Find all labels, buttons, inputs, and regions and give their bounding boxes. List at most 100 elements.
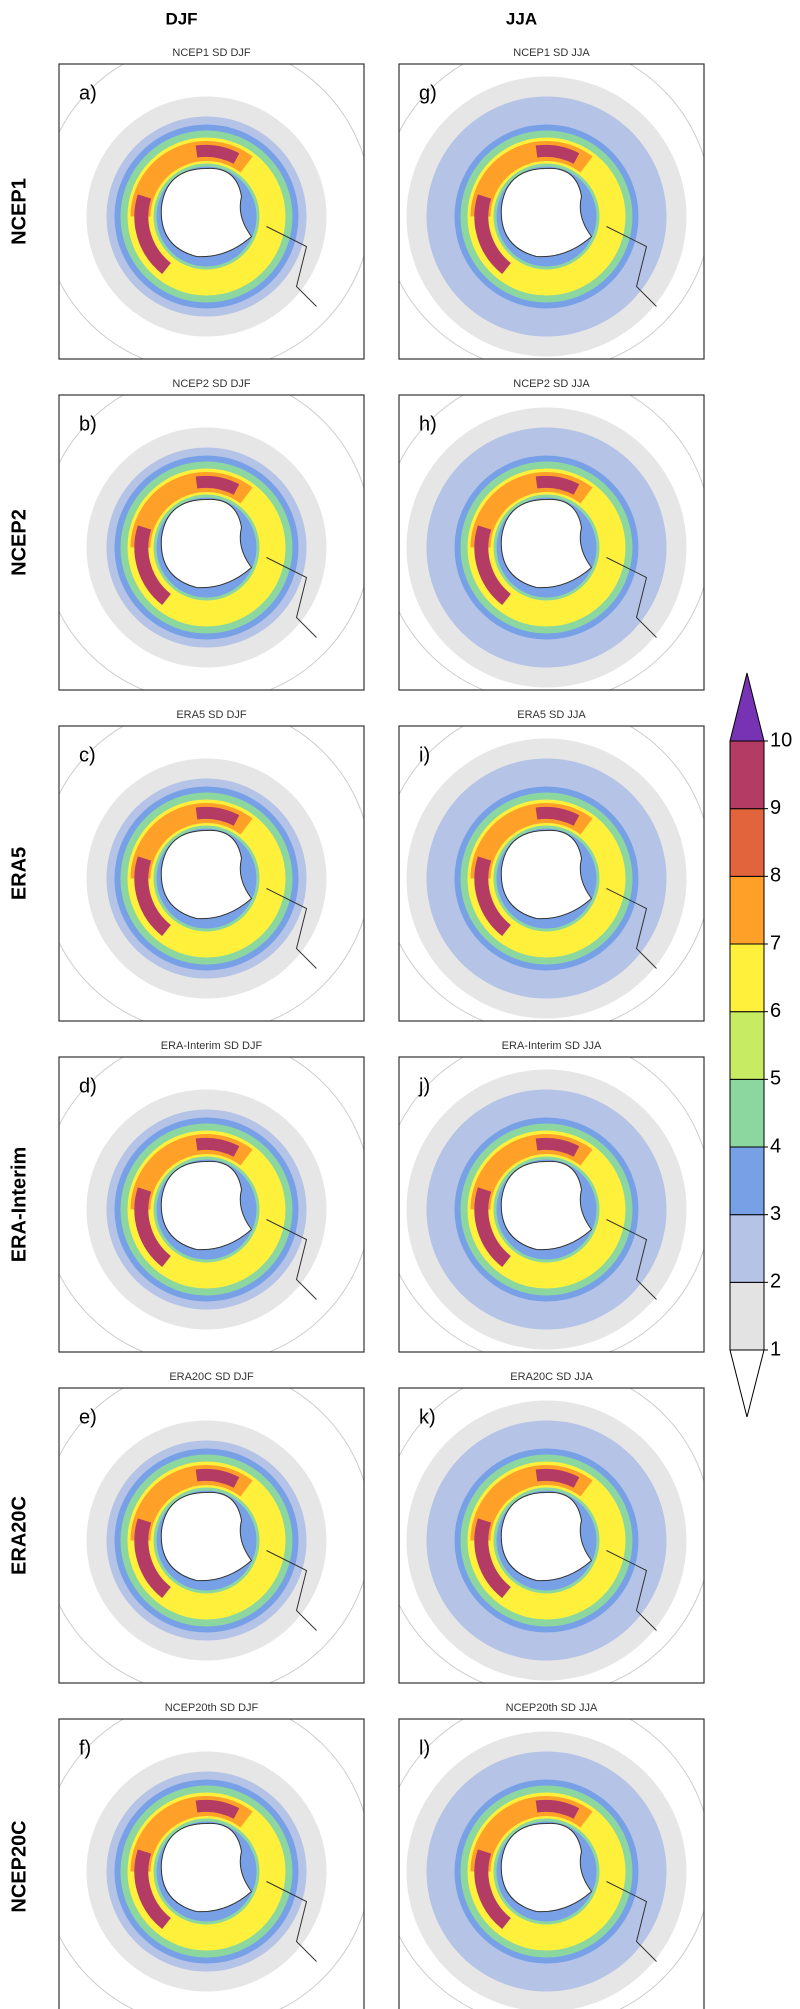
colorbar-label: 8 <box>770 865 781 887</box>
coast <box>606 1550 657 1631</box>
ring-red <box>195 806 240 826</box>
panel-title: ERA20C SD DJF <box>169 1371 254 1383</box>
column-header: DJF <box>165 9 197 28</box>
colorbar-label: 9 <box>770 797 781 819</box>
colorbar-label: 6 <box>770 1000 781 1022</box>
panel-title: NCEP1 SD DJF <box>172 47 251 59</box>
panel-title: NCEP2 SD DJF <box>172 378 251 390</box>
ring-red <box>535 1137 580 1157</box>
panel-frame <box>58 1718 365 2009</box>
panel-frame <box>58 1387 365 1684</box>
map <box>59 64 364 359</box>
colorbar-segment <box>729 740 765 810</box>
row-label: NCEP20C <box>8 1820 30 1912</box>
ring-red <box>535 806 580 826</box>
ring-red <box>474 1187 512 1267</box>
ring-red <box>474 1518 512 1598</box>
panel-letter: f) <box>79 1737 91 1759</box>
colorbar-under <box>729 1349 765 1418</box>
colorbar-label: 1 <box>770 1338 781 1360</box>
map <box>59 726 364 1021</box>
colorbar-segment <box>729 1214 765 1283</box>
coast <box>266 1881 317 1962</box>
antarctica <box>500 498 593 589</box>
panel-letter: d) <box>79 1075 97 1097</box>
panel-frame <box>58 394 365 691</box>
panel-frame <box>398 1387 705 1684</box>
colorbar-segment <box>729 1146 765 1216</box>
panel-title: NCEP2 SD JJA <box>513 378 590 390</box>
antarctica <box>160 498 253 589</box>
panel-title: ERA20C SD JJA <box>510 1371 593 1383</box>
colorbar-label: 5 <box>770 1068 781 1090</box>
colorbar-segment <box>729 1011 765 1080</box>
ring-red <box>134 1187 172 1267</box>
panel-letter: l) <box>419 1737 430 1759</box>
colorbar-label: 10 <box>770 729 792 751</box>
map <box>59 1719 364 2009</box>
ring-red <box>134 1849 172 1929</box>
panel-frame <box>398 725 705 1022</box>
panel-title: NCEP1 SD JJA <box>513 47 590 59</box>
coast <box>606 557 657 638</box>
panel-frame <box>398 394 705 691</box>
map <box>399 726 704 1021</box>
panel-frame <box>58 63 365 360</box>
antarctica <box>160 1822 253 1913</box>
colorbar-label: 4 <box>770 1135 781 1157</box>
panel-frame <box>398 63 705 360</box>
panel-title: NCEP20th SD JJA <box>506 1702 598 1714</box>
ring-red <box>134 856 172 936</box>
map <box>59 395 364 690</box>
antarctica <box>160 1491 253 1582</box>
ring-red <box>134 525 172 605</box>
coast <box>606 888 657 969</box>
panel-letter: g) <box>419 82 437 104</box>
ring-red <box>474 856 512 936</box>
panel-frame <box>398 1056 705 1353</box>
coast <box>606 226 657 307</box>
map <box>399 64 704 359</box>
antarctica <box>160 829 253 920</box>
column-header: JJA <box>506 9 537 28</box>
ring-red <box>195 1799 240 1819</box>
antarctica <box>500 1160 593 1251</box>
panel-frame <box>58 1056 365 1353</box>
panel-letter: k) <box>419 1406 436 1428</box>
coast <box>606 1881 657 1962</box>
antarctica <box>500 1822 593 1913</box>
colorbar-over <box>729 672 765 742</box>
antarctica <box>160 1160 253 1251</box>
antarctica <box>500 829 593 920</box>
coast <box>606 1219 657 1300</box>
panel-title: ERA-Interim SD DJF <box>161 1040 263 1052</box>
antarctica <box>500 1491 593 1582</box>
panel-letter: j) <box>418 1075 430 1097</box>
ring-red <box>474 194 512 274</box>
panel-letter: h) <box>419 413 437 435</box>
colorbar-segment <box>729 1078 765 1148</box>
antarctica <box>160 167 253 258</box>
row-label: ERA-Interim <box>8 1147 30 1263</box>
panel-letter: a) <box>79 82 97 104</box>
ring-red <box>195 1468 240 1488</box>
panel-title: ERA5 SD JJA <box>517 709 586 721</box>
ring-red <box>474 525 512 605</box>
map <box>399 1719 704 2009</box>
colorbar-label: 2 <box>770 1271 781 1293</box>
coast <box>266 557 317 638</box>
coast <box>266 1219 317 1300</box>
row-label: ERA5 <box>8 847 30 900</box>
panel-title: ERA-Interim SD JJA <box>502 1040 602 1052</box>
ring-red <box>535 1799 580 1819</box>
ring-red <box>195 1137 240 1157</box>
colorbar-segment <box>729 943 765 1013</box>
colorbar-segment <box>729 875 765 945</box>
map <box>399 1057 704 1352</box>
panel-frame <box>398 1718 705 2009</box>
colorbar-segment <box>729 808 765 877</box>
ring-red <box>535 475 580 495</box>
coast <box>266 888 317 969</box>
map <box>59 1388 364 1683</box>
